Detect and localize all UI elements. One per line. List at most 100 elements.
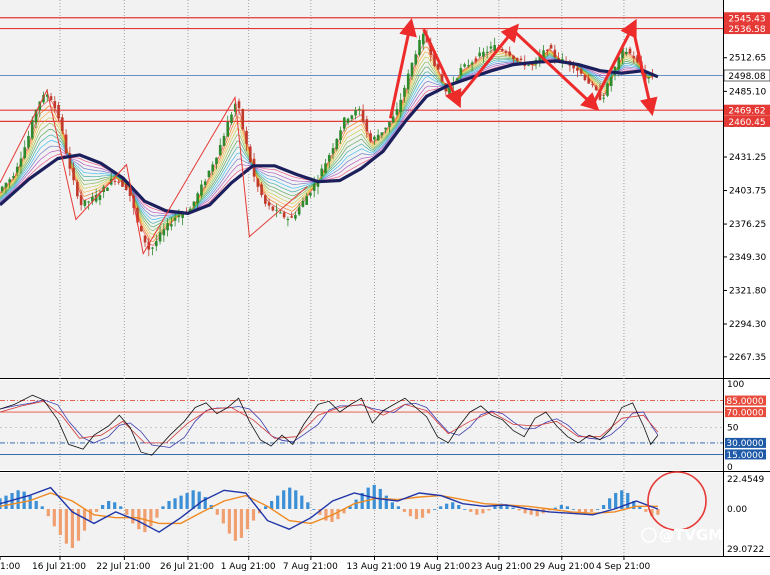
- candle-body: [342, 117, 346, 129]
- stoch-level-tag: [725, 437, 766, 448]
- price-panel: [0, 0, 723, 378]
- candle-body: [211, 164, 215, 172]
- candle-body: [279, 212, 282, 214]
- macd-histogram-bar: [348, 506, 352, 509]
- stoch-level-label: 30.0000: [726, 439, 763, 449]
- macd-histogram-bar: [650, 509, 654, 517]
- macd-histogram-bar: [620, 490, 624, 509]
- candle-body: [286, 219, 290, 221]
- candle-body: [553, 49, 557, 58]
- ma-ribbon-line: [0, 58, 657, 215]
- macd-histogram-bar: [143, 509, 147, 533]
- macd-histogram-bar: [179, 495, 183, 509]
- candle-body: [61, 117, 64, 132]
- macd-histogram-bar: [155, 509, 159, 518]
- candle-body: [602, 97, 606, 99]
- forecast-arrow: [512, 29, 600, 112]
- macd-histogram-bar: [16, 490, 20, 509]
- macd-histogram-bar: [233, 509, 238, 541]
- candle-body: [91, 196, 94, 202]
- macd-histogram-bar: [577, 509, 582, 512]
- price-tick-label: 2485.10: [729, 87, 766, 97]
- candle-body: [181, 214, 184, 218]
- macd-histogram-bar: [493, 506, 497, 509]
- stochastic-panel: [0, 380, 723, 470]
- current-price-label: 2498.08: [728, 72, 765, 82]
- candle-body: [418, 40, 421, 55]
- candle-body: [414, 54, 418, 65]
- candle-body: [576, 67, 579, 71]
- macd-histogram-bar: [638, 506, 642, 509]
- macd-signal-line: [0, 492, 658, 525]
- candle-body: [474, 58, 478, 62]
- macd-histogram-bar: [523, 509, 527, 514]
- candle-body: [290, 216, 293, 218]
- macd-tick-label: 22.4549: [727, 475, 764, 485]
- macd-histogram-bar: [439, 506, 443, 509]
- level-price-label: 2469.62: [728, 107, 765, 117]
- time-tick-label: 26 Jul 21:00: [160, 562, 214, 572]
- candle-body: [433, 50, 436, 66]
- ma-ribbon-line: [0, 55, 657, 224]
- candle-body: [117, 181, 121, 183]
- macd-histogram-bar: [82, 509, 87, 531]
- candle-body: [350, 115, 354, 119]
- candle-body: [467, 65, 470, 67]
- macd-histogram-bar: [595, 509, 600, 510]
- candle-body: [331, 148, 335, 154]
- macd-histogram-bar: [487, 509, 491, 511]
- macd-histogram-bar: [475, 509, 479, 515]
- candle-body: [549, 45, 553, 49]
- candle-body: [384, 127, 387, 130]
- candle-body: [237, 101, 241, 109]
- stoch-tick-label: 50: [727, 424, 739, 434]
- macd-histogram-bar: [505, 504, 509, 509]
- candle-body: [170, 224, 173, 227]
- candle-body: [324, 163, 327, 174]
- candle-body: [162, 229, 166, 236]
- candle-body: [579, 69, 583, 74]
- candle-body: [546, 49, 549, 51]
- candle-body: [271, 206, 275, 211]
- candle-body: [305, 196, 308, 205]
- macd-tick-label: 29.0722: [727, 545, 764, 555]
- macd-histogram-bar: [22, 491, 26, 509]
- macd-histogram-bar: [107, 500, 111, 509]
- candle-body: [609, 77, 613, 86]
- macd-histogram-bar: [384, 495, 388, 509]
- stoch-level-label: 15.0000: [726, 451, 763, 461]
- candle-body: [45, 94, 49, 97]
- macd-histogram-bar: [583, 509, 588, 514]
- macd-histogram-bar: [547, 509, 551, 511]
- stoch-level-label: 70.0000: [726, 408, 763, 418]
- candle-body: [98, 195, 102, 200]
- candle-body: [42, 95, 45, 103]
- candle-body: [203, 181, 207, 185]
- candle-body: [192, 201, 196, 207]
- ma-ribbon-line: [0, 56, 657, 221]
- macd-histogram-bar: [644, 509, 648, 512]
- macd-histogram-bar: [276, 495, 280, 509]
- macd-histogram-bar: [517, 509, 521, 511]
- macd-histogram-bar: [161, 506, 165, 509]
- candle-body: [222, 136, 226, 146]
- candle-body: [508, 51, 512, 56]
- candle-body: [166, 223, 169, 231]
- macd-histogram-bar: [499, 503, 503, 509]
- candle-body: [470, 62, 474, 65]
- candle-body: [512, 55, 515, 59]
- macd-histogram-bar: [173, 498, 177, 509]
- candle-body: [252, 158, 256, 177]
- candle-body: [143, 235, 147, 243]
- macd-histogram-bar: [463, 509, 467, 510]
- price-tick-label: 2349.30: [729, 253, 766, 263]
- candle-body: [542, 50, 545, 59]
- candle-body: [260, 184, 263, 196]
- candle-body: [594, 86, 598, 91]
- candle-body: [647, 77, 651, 79]
- ma-ribbon-line: [0, 57, 657, 217]
- candle-body: [369, 133, 372, 142]
- macd-histogram-bar: [306, 502, 310, 509]
- highlight-circle: [647, 471, 707, 531]
- candle-body: [388, 121, 391, 127]
